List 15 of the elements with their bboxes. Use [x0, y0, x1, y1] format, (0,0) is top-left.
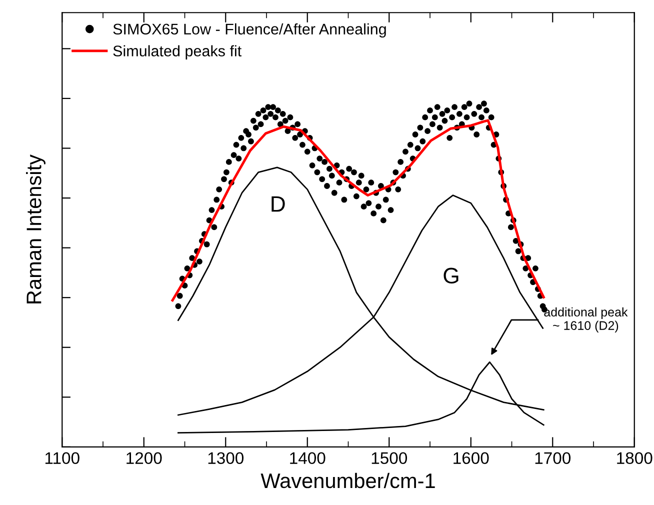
x-tick-label: 1600 [454, 452, 489, 464]
x-tick-label: 1300 [208, 452, 244, 464]
annotation: additional peak ~ 1610 (D2) [544, 307, 628, 332]
x-tick-label: 1700 [535, 452, 571, 464]
x-tick-label: 1500 [372, 452, 408, 464]
x-tick-label: 1200 [126, 452, 162, 464]
x-tick-label: 1400 [290, 452, 326, 464]
legend-label: Simulated peaks fit [113, 45, 242, 60]
annotation: D [272, 196, 285, 212]
y-axis-title: Raman Intensity [26, 154, 46, 304]
legend-label: SIMOX65 Low - Fluence/After Annealing [113, 23, 386, 38]
annotation: G [444, 268, 458, 284]
x-axis-title: Wavenumber/cm-1 [260, 472, 435, 488]
x-tick-label: 1100 [45, 452, 80, 464]
x-tick-label: 1800 [617, 452, 652, 464]
